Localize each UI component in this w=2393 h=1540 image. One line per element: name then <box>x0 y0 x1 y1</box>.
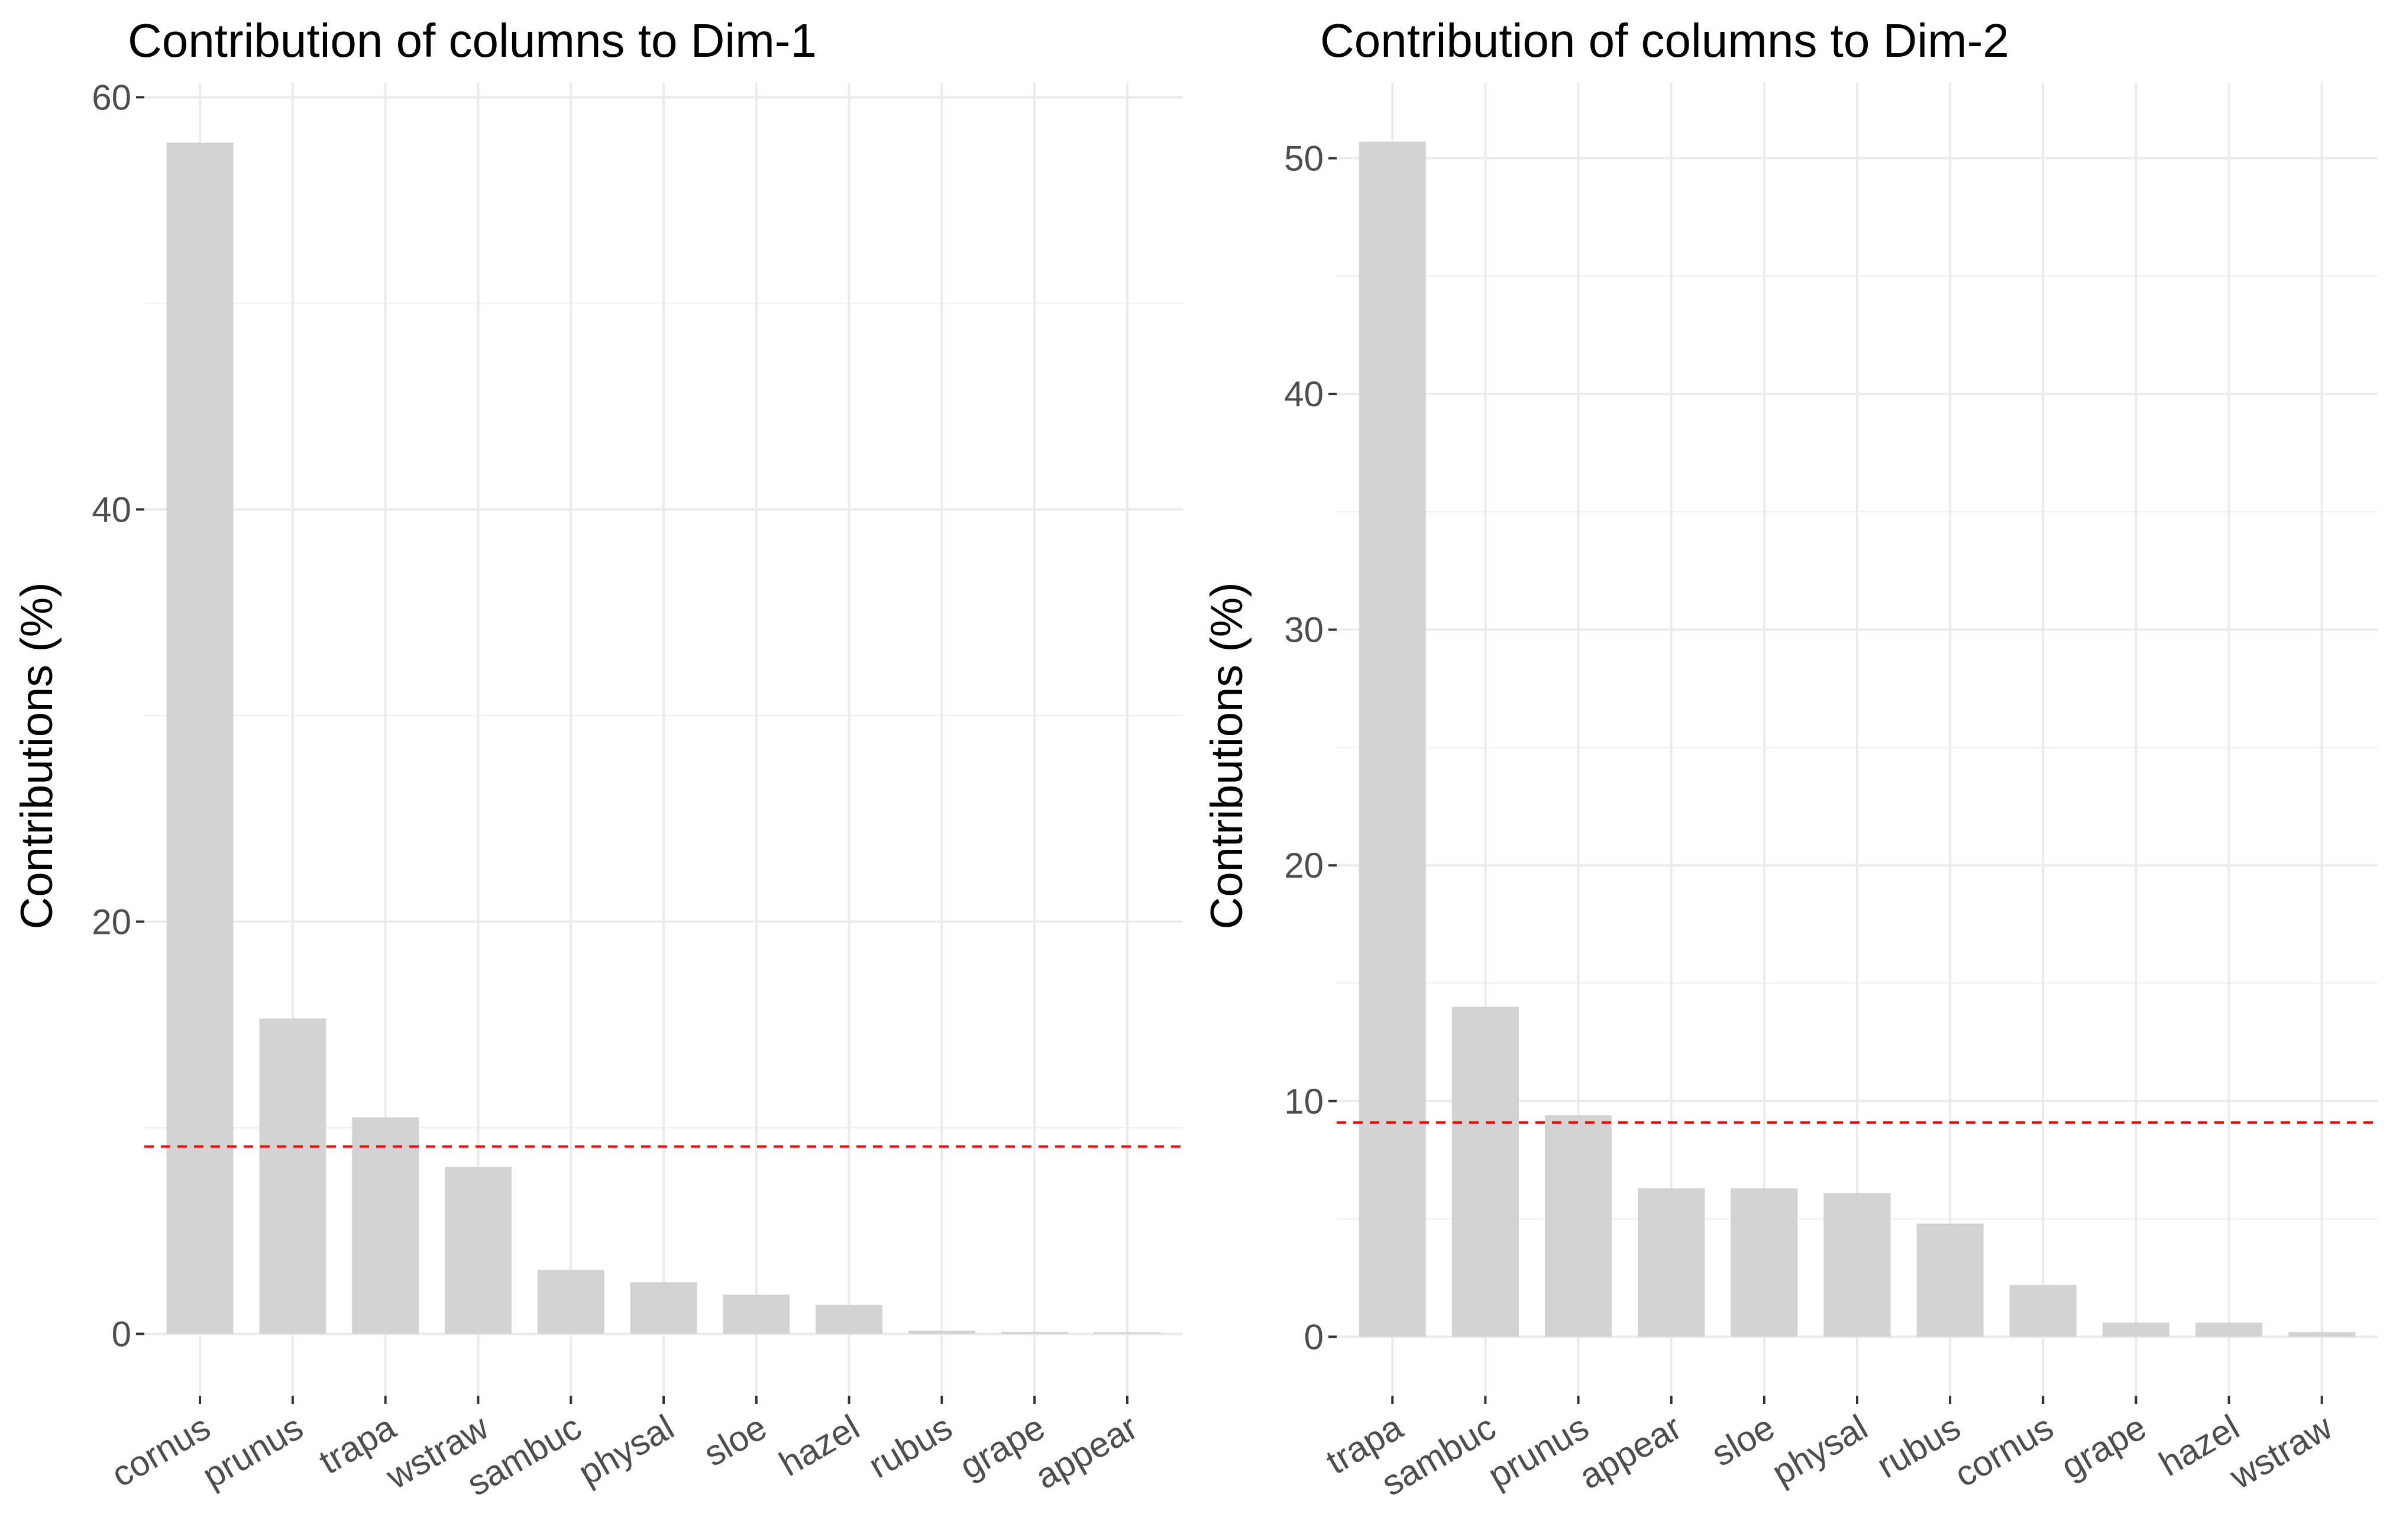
bar-grape <box>2102 1322 2169 1337</box>
bar-hazel <box>2195 1322 2263 1337</box>
y-axis: 0 20 40 60 <box>92 77 144 1354</box>
x-tick-label: sloe <box>697 1407 773 1474</box>
bar-rubus <box>908 1331 975 1334</box>
y-tick-label: 40 <box>1284 374 1324 414</box>
bar-trapa <box>1359 141 1426 1337</box>
y-tick-label: 30 <box>1284 610 1324 650</box>
chart-panel-dim-2: Contribution of columns to Dim-2 Contrib… <box>1202 14 2378 1503</box>
chart-title: Contribution of columns to Dim-2 <box>1320 14 2009 67</box>
y-tick-label: 20 <box>1284 846 1324 885</box>
chart-title: Contribution of columns to Dim-1 <box>128 14 817 67</box>
x-tick-label: rubus <box>1870 1407 1967 1486</box>
x-tick-label: cornus <box>105 1407 216 1494</box>
bar-appear <box>1638 1188 1705 1337</box>
y-tick-label: 0 <box>1304 1317 1324 1357</box>
x-tick-label: physal <box>572 1407 681 1493</box>
bar-sambuc <box>1451 1007 1519 1337</box>
x-tick-label: physal <box>1765 1407 1874 1493</box>
bars <box>1359 141 2356 1337</box>
bar-physal <box>630 1282 697 1334</box>
bar-wstraw <box>444 1167 512 1334</box>
x-tick-label: cornus <box>1948 1407 2059 1494</box>
bar-wstraw <box>2288 1332 2356 1337</box>
y-tick-label: 0 <box>112 1314 131 1354</box>
bar-sloe <box>723 1295 790 1334</box>
bar-hazel <box>816 1305 883 1334</box>
x-tick-label: prunus <box>196 1407 309 1496</box>
y-tick-label: 60 <box>92 77 131 117</box>
y-axis-label: Contributions (%) <box>12 582 62 929</box>
bar-sloe <box>1731 1188 1798 1337</box>
chart-panel-dim-1: Contribution of columns to Dim-1 Contrib… <box>12 14 1183 1503</box>
bar-trapa <box>352 1117 419 1334</box>
x-tick-label: prunus <box>1482 1407 1595 1496</box>
x-tick-label: wstraw <box>2223 1407 2339 1497</box>
bar-cornus <box>166 143 234 1334</box>
bar-prunus <box>259 1018 326 1334</box>
x-tick-label: appear <box>1573 1407 1688 1496</box>
gridlines <box>144 83 1183 1396</box>
bar-sambuc <box>537 1270 604 1334</box>
bar-appear <box>1094 1332 1161 1334</box>
y-tick-label: 10 <box>1284 1082 1324 1121</box>
x-tick-label: hazel <box>772 1407 866 1484</box>
y-axis: 0 10 20 30 40 50 <box>1284 139 1337 1357</box>
y-tick-label: 40 <box>92 490 131 529</box>
x-tick-label: appear <box>1029 1407 1144 1496</box>
x-tick-label: grape <box>2055 1407 2153 1487</box>
y-axis-label: Contributions (%) <box>1202 582 1252 929</box>
bar-physal <box>1823 1193 1891 1337</box>
bar-prunus <box>1545 1115 1612 1337</box>
bars <box>166 143 1161 1334</box>
bar-cornus <box>2009 1285 2077 1337</box>
x-tick-label: rubus <box>862 1407 958 1486</box>
y-tick-label: 20 <box>92 902 131 942</box>
bar-rubus <box>1916 1224 1984 1337</box>
y-tick-label: 50 <box>1284 139 1324 179</box>
bar-grape <box>1001 1331 1068 1334</box>
